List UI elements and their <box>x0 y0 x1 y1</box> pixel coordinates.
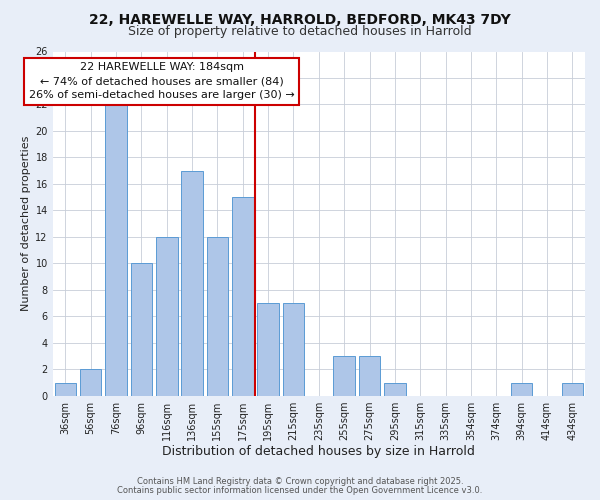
Bar <box>359 356 380 396</box>
Bar <box>131 264 152 396</box>
Text: Contains HM Land Registry data © Crown copyright and database right 2025.: Contains HM Land Registry data © Crown c… <box>137 477 463 486</box>
Bar <box>80 370 101 396</box>
Bar <box>283 303 304 396</box>
Text: 22, HAREWELLE WAY, HARROLD, BEDFORD, MK43 7DY: 22, HAREWELLE WAY, HARROLD, BEDFORD, MK4… <box>89 12 511 26</box>
X-axis label: Distribution of detached houses by size in Harrold: Distribution of detached houses by size … <box>163 444 475 458</box>
Bar <box>105 104 127 396</box>
Bar <box>511 382 532 396</box>
Bar <box>562 382 583 396</box>
Bar <box>334 356 355 396</box>
Text: Size of property relative to detached houses in Harrold: Size of property relative to detached ho… <box>128 25 472 38</box>
Bar <box>384 382 406 396</box>
Text: 22 HAREWELLE WAY: 184sqm
← 74% of detached houses are smaller (84)
26% of semi-d: 22 HAREWELLE WAY: 184sqm ← 74% of detach… <box>29 62 295 100</box>
Y-axis label: Number of detached properties: Number of detached properties <box>21 136 31 312</box>
Bar <box>181 170 203 396</box>
Bar <box>232 197 254 396</box>
Text: Contains public sector information licensed under the Open Government Licence v3: Contains public sector information licen… <box>118 486 482 495</box>
Bar <box>206 237 228 396</box>
Bar <box>257 303 279 396</box>
Bar <box>156 237 178 396</box>
Bar <box>55 382 76 396</box>
